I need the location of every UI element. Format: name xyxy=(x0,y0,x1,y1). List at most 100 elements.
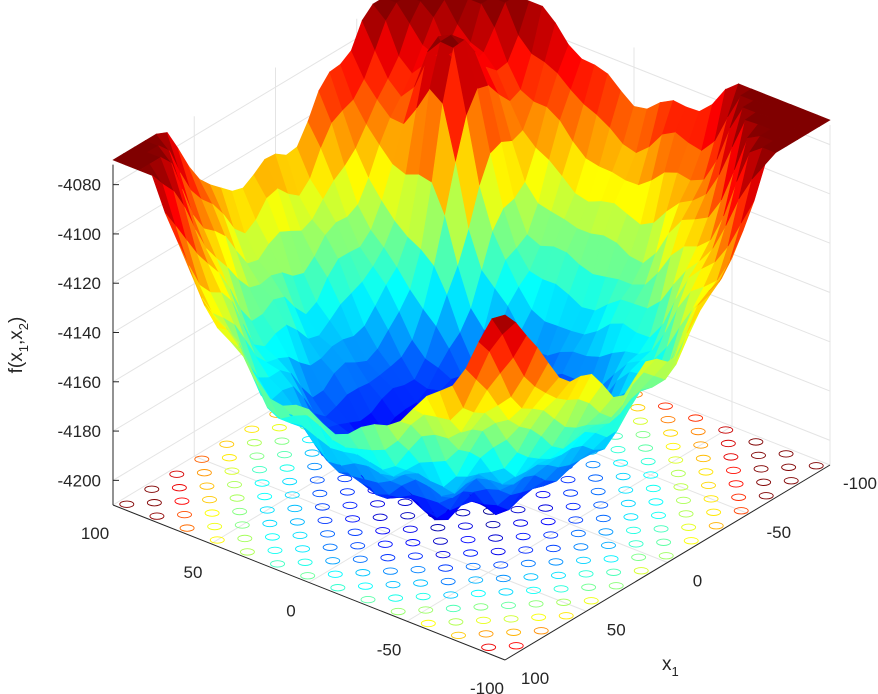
contour-line xyxy=(219,440,235,448)
z-tick-label: -4160 xyxy=(58,373,101,392)
contour-line xyxy=(382,567,398,575)
contour-line xyxy=(390,607,406,616)
contour-line xyxy=(540,517,556,526)
contour-line xyxy=(501,601,516,610)
contour-line xyxy=(405,539,421,547)
contour-line xyxy=(578,570,594,578)
contour-line xyxy=(632,417,648,425)
x-tick-label: 0 xyxy=(693,572,702,591)
contour-line xyxy=(495,574,511,583)
contour-line xyxy=(202,495,217,504)
contour-line xyxy=(440,577,456,586)
contour-line xyxy=(264,533,280,541)
contour-line xyxy=(327,570,343,578)
contour-line xyxy=(657,402,673,410)
contour-line xyxy=(468,576,484,584)
contour-line xyxy=(257,492,273,501)
contour-line xyxy=(237,534,253,543)
contour-line xyxy=(179,524,195,532)
x-tick-label: -50 xyxy=(766,523,791,542)
contour-line xyxy=(608,582,624,590)
contour-line xyxy=(598,528,614,536)
contour-line xyxy=(726,466,741,475)
contour-line xyxy=(345,515,361,523)
surface-patch xyxy=(471,0,489,5)
contour-line xyxy=(658,552,674,560)
contour-line xyxy=(352,555,368,563)
contour-line xyxy=(690,427,706,436)
contour-line xyxy=(174,497,190,505)
contour-line xyxy=(526,586,541,595)
contour-line xyxy=(244,425,260,433)
contour-line xyxy=(410,565,426,574)
contour-line xyxy=(695,454,711,463)
contour-line xyxy=(498,588,514,596)
contour-line xyxy=(317,516,333,525)
contour-line xyxy=(633,567,649,575)
contour-line xyxy=(432,537,448,545)
contour-line xyxy=(470,589,486,598)
contour-line xyxy=(196,469,212,477)
contour-line xyxy=(246,439,262,447)
contour-line xyxy=(706,508,722,516)
contour-line xyxy=(718,426,734,434)
contour-line xyxy=(703,495,719,503)
contour-line xyxy=(588,474,604,482)
contour-line xyxy=(660,415,676,424)
z-tick-labels: -4080 -4100 -4120 -4140 -4160 -4180 -4200 xyxy=(58,176,119,490)
contour-line xyxy=(309,476,325,484)
contour-line xyxy=(473,603,489,611)
contour-line xyxy=(478,630,494,638)
contour-line xyxy=(551,571,566,580)
contour-line xyxy=(355,569,371,577)
contour-line xyxy=(556,598,572,606)
contour-line xyxy=(370,500,386,508)
z-tick-label: -4080 xyxy=(58,176,101,195)
contour-line xyxy=(339,488,355,496)
contour-line xyxy=(385,580,401,589)
contour-line xyxy=(322,543,338,551)
contour-line xyxy=(400,512,416,520)
contour-line xyxy=(455,509,471,517)
contour-line xyxy=(407,552,423,560)
contour-line xyxy=(630,404,646,412)
contour-line xyxy=(307,462,323,471)
contour-line xyxy=(535,490,551,499)
contour-line xyxy=(463,549,479,557)
contour-line xyxy=(249,452,265,460)
surface-patch xyxy=(416,0,424,2)
contour-line xyxy=(778,450,794,458)
contour-line xyxy=(620,499,636,508)
contour-line xyxy=(350,542,366,550)
contour-line xyxy=(708,522,724,530)
y-axis-line xyxy=(112,504,506,661)
contour-line xyxy=(688,414,704,422)
contour-line xyxy=(701,481,716,490)
contour-line xyxy=(553,585,569,593)
y-tick-label: 0 xyxy=(286,602,295,621)
contour-line xyxy=(430,524,446,532)
contour-line xyxy=(648,498,664,506)
contour-line xyxy=(568,516,584,524)
contour-line xyxy=(668,456,684,464)
surface-mesh xyxy=(112,0,831,521)
contour-line xyxy=(388,594,404,602)
x-axis-label: x1 xyxy=(662,654,679,679)
contour-line xyxy=(748,438,764,446)
contour-line xyxy=(683,537,699,545)
contour-line xyxy=(663,429,679,437)
contour-line xyxy=(728,480,744,488)
contour-line xyxy=(603,555,619,563)
contour-line xyxy=(171,484,187,492)
contour-line xyxy=(533,627,549,635)
contour-line xyxy=(282,477,298,486)
contour-line xyxy=(232,507,248,516)
contour-line xyxy=(476,616,491,625)
contour-line xyxy=(234,521,250,529)
contour-line xyxy=(570,529,586,538)
contour-line xyxy=(638,444,654,452)
contour-line xyxy=(731,493,747,501)
x-axis-line xyxy=(504,464,831,661)
contour-line xyxy=(618,486,634,494)
